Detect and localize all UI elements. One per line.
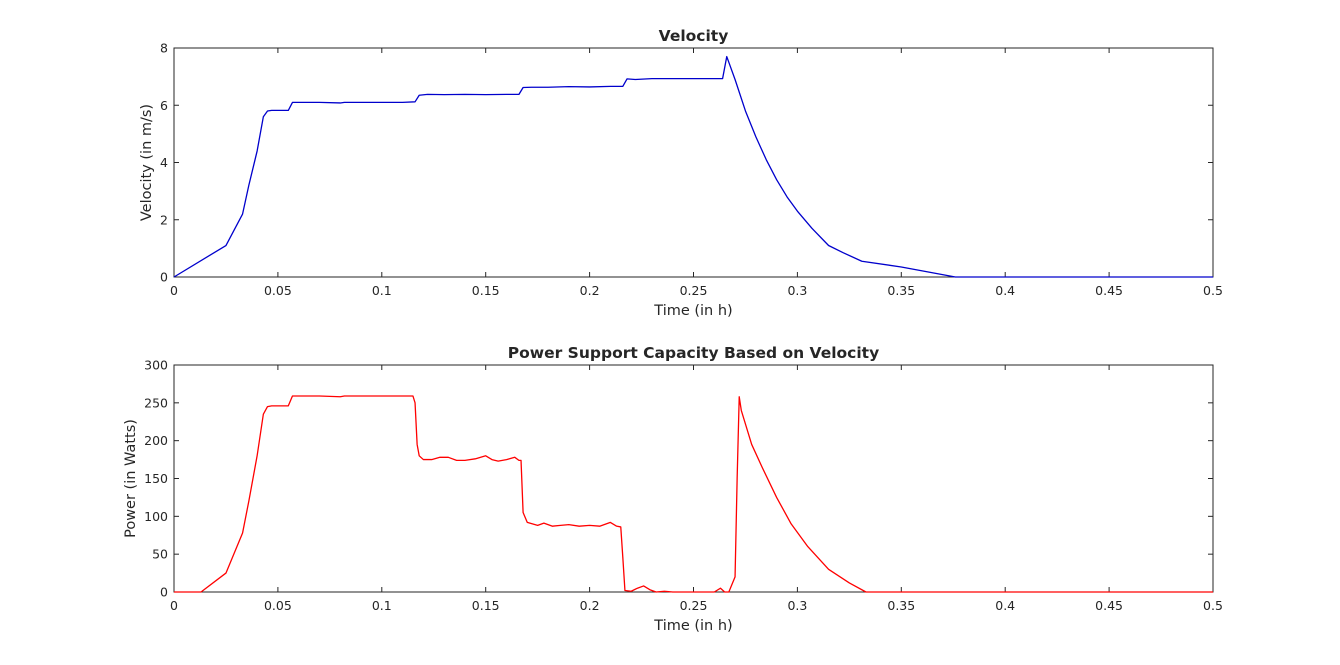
y-tick-label: 4 xyxy=(160,155,168,170)
y-tick-label: 50 xyxy=(152,547,168,562)
x-axis-label: Time (in h) xyxy=(653,303,732,319)
x-tick-label: 0.5 xyxy=(1203,598,1223,613)
x-tick-label: 0 xyxy=(170,283,178,298)
chart-title: Velocity xyxy=(659,27,729,45)
chart-title: Power Support Capacity Based on Velocity xyxy=(508,344,879,362)
y-tick-label: 8 xyxy=(160,41,168,56)
x-tick-label: 0.1 xyxy=(372,283,392,298)
series-line xyxy=(173,55,1213,278)
x-tick-label: 0.5 xyxy=(1203,283,1223,298)
series-line xyxy=(174,395,1213,593)
x-tick-label: 0.4 xyxy=(995,598,1015,613)
y-tick-label: 100 xyxy=(144,509,168,524)
y-tick-label: 150 xyxy=(144,471,168,486)
x-tick-label: 0.25 xyxy=(680,598,708,613)
x-tick-label: 0.3 xyxy=(787,598,807,613)
x-tick-label: 0.05 xyxy=(264,598,292,613)
plot-area xyxy=(173,364,1214,593)
velocity-chart: 0 0.05 0.1 0.15 0.2 0.25 0.3 0.35 0.4 0.45 0.5 0 2 4 6… xyxy=(139,27,1223,319)
y-tick-label: 250 xyxy=(144,395,168,410)
x-tick-label: 0.15 xyxy=(472,283,500,298)
y-tick-label: 0 xyxy=(160,270,168,285)
y-tick-label: 200 xyxy=(144,433,168,448)
y-tick-label: 300 xyxy=(144,358,168,373)
x-tick-label: 0.1 xyxy=(372,598,392,613)
y-tick-label: 6 xyxy=(160,98,168,113)
y-axis-label: Power (in Watts) xyxy=(123,419,139,538)
x-tick-label: 0.35 xyxy=(887,598,915,613)
y-tick-label: 2 xyxy=(160,212,168,227)
x-tick-label: 0.45 xyxy=(1095,598,1123,613)
x-tick-label: 0.45 xyxy=(1095,283,1123,298)
x-tick-label: 0 xyxy=(170,598,178,613)
x-tick-label: 0.4 xyxy=(995,283,1015,298)
plot-area xyxy=(173,47,1214,278)
power-chart: 0 0.05 0.1 0.15 0.2 0.25 0.3 0.35 0.4 0.45 0.5 0 50 1… xyxy=(123,344,1223,634)
x-tick-label: 0.15 xyxy=(472,598,500,613)
x-tick-label: 0.35 xyxy=(887,283,915,298)
x-axis-label: Time (in h) xyxy=(653,618,732,634)
y-tick-label: 0 xyxy=(160,585,168,600)
x-tick-label: 0.2 xyxy=(580,598,600,613)
x-tick-label: 0.25 xyxy=(680,283,708,298)
x-tick-label: 0.2 xyxy=(580,283,600,298)
x-tick-label: 0.3 xyxy=(787,283,807,298)
x-tick-label: 0.05 xyxy=(264,283,292,298)
y-axis-label: Velocity (in m/s) xyxy=(139,104,155,221)
